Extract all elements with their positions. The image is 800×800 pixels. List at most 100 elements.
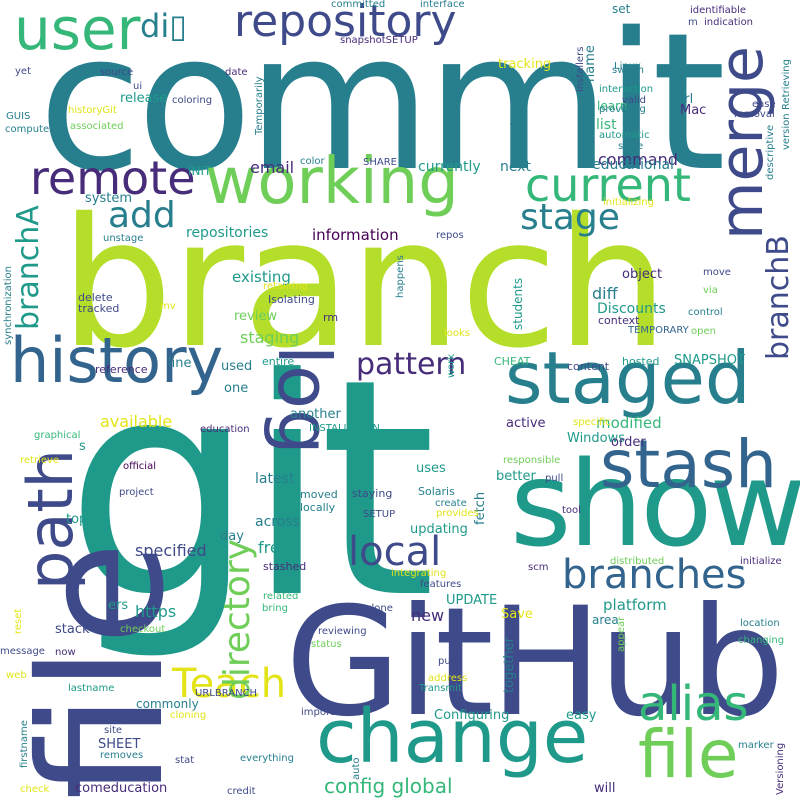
word-retrieving: Retrieving xyxy=(781,59,792,110)
word-synchronization: synchronization xyxy=(3,266,14,345)
word-interaction: interaction xyxy=(599,84,654,95)
word-work: work xyxy=(446,353,457,378)
word-versioning: Versioning xyxy=(775,742,786,795)
word-removal: removal xyxy=(734,109,775,120)
word-cheat: CHEAT xyxy=(494,355,531,368)
word-status: status xyxy=(311,639,342,650)
word-clone: clone xyxy=(366,603,393,614)
word-now: now xyxy=(55,647,76,658)
word-one: one xyxy=(224,381,249,396)
word-update: UPDATE xyxy=(446,593,498,608)
word-message: message xyxy=(0,646,45,657)
word-context: context xyxy=(598,314,640,327)
word-open: open xyxy=(691,326,716,337)
word-platform: platform xyxy=(603,596,667,614)
word-committed: committed xyxy=(331,0,386,10)
word-github: GitHub xyxy=(285,576,785,750)
word-m: m xyxy=(688,17,698,28)
word-changed: changed xyxy=(509,76,524,133)
word-alias: alias xyxy=(638,676,749,732)
word-repos: repos xyxy=(436,230,464,241)
word-snapshot: SNAPSHOT xyxy=(674,353,745,368)
word-indication: indication xyxy=(704,17,754,28)
word-firstname: firstname xyxy=(19,720,30,768)
word-commit: commit xyxy=(38,0,726,213)
word-related: related xyxy=(263,591,299,602)
word-via: via xyxy=(703,285,718,296)
word-scm: scm xyxy=(528,562,549,573)
word-existing: existing xyxy=(232,268,291,286)
word-happens: happens xyxy=(395,255,406,298)
word-valid: valid xyxy=(622,95,646,106)
word-automatic: automatic xyxy=(599,130,650,141)
word-uses: uses xyxy=(416,461,446,476)
word-tool: tool xyxy=(562,505,581,516)
word-color: color xyxy=(300,156,325,167)
word-educational: educational xyxy=(592,157,674,173)
word-site: site xyxy=(104,725,123,736)
word-mac: Mac xyxy=(680,103,707,118)
word-check: check xyxy=(20,784,50,795)
word-source: source xyxy=(100,67,134,78)
word-version: version xyxy=(781,113,792,150)
word-stage: stage xyxy=(520,197,620,238)
word-important: important xyxy=(301,707,351,718)
word-stashed: stashed xyxy=(263,560,307,573)
word-installation: INSTALLATION xyxy=(309,423,380,434)
word-coloring: coloring xyxy=(172,95,213,106)
word-history: history xyxy=(10,324,224,397)
word-historygit: historyGit xyxy=(68,105,117,116)
word-content: content xyxy=(567,360,610,373)
word-move: move xyxy=(703,267,731,278)
word-branches: branches xyxy=(562,552,747,598)
word-new: new xyxy=(411,606,445,625)
word-s: s xyxy=(79,439,86,454)
word-comeducation: comeducation xyxy=(75,781,168,796)
word-day: day xyxy=(220,529,244,544)
word-release: release xyxy=(120,91,168,106)
word-ease: ease xyxy=(752,99,776,110)
word-temporary: TEMPORARY xyxy=(628,325,689,336)
word-https: https xyxy=(135,602,177,621)
word-retaining: retaining xyxy=(263,281,308,292)
word-project: project xyxy=(119,487,154,498)
word-removes: removes xyxy=(100,750,144,761)
word-stat: stat xyxy=(175,755,195,766)
word-looks: looks xyxy=(444,328,471,339)
word-identifiable: identifiable xyxy=(690,5,747,16)
word-review: review xyxy=(234,309,277,324)
word-teach: Teach xyxy=(172,661,287,707)
word-linux: Linux xyxy=(614,61,641,72)
word-ui: ui xyxy=(133,81,143,92)
word-control: control xyxy=(688,307,723,318)
word-delete: delete xyxy=(78,291,113,304)
word-set: set xyxy=(612,2,631,16)
word-auto: auto xyxy=(351,757,362,780)
word-stack: stack xyxy=(55,622,90,637)
word-installers: installers xyxy=(575,46,586,92)
word-share: SHARE xyxy=(363,157,397,168)
word-location: location xyxy=(740,618,780,629)
word-active: active xyxy=(506,416,546,431)
word-working: working xyxy=(205,145,459,219)
word-top: top xyxy=(66,512,88,527)
word-email: email xyxy=(250,158,295,177)
word-branch: branch xyxy=(60,180,669,387)
word-windows: Windows xyxy=(567,431,626,446)
word-system: system xyxy=(85,191,132,206)
word-staying: staying xyxy=(352,487,393,500)
word-credit: credit xyxy=(227,786,256,797)
word-specified: specified xyxy=(135,541,207,560)
word-change: change xyxy=(316,694,589,780)
word-updating: updating xyxy=(410,522,468,537)
word-computer: computer xyxy=(5,124,54,135)
word-hosted: hosted xyxy=(622,355,660,368)
word-sheet: SHEET xyxy=(98,737,141,752)
word-pattern: pattern xyxy=(356,347,467,382)
word-easy: easy xyxy=(566,708,597,723)
word-solaris: Solaris xyxy=(418,485,455,498)
word-modified: modified xyxy=(596,414,662,432)
word-free: free xyxy=(258,538,290,557)
word-user: user xyxy=(14,0,141,63)
